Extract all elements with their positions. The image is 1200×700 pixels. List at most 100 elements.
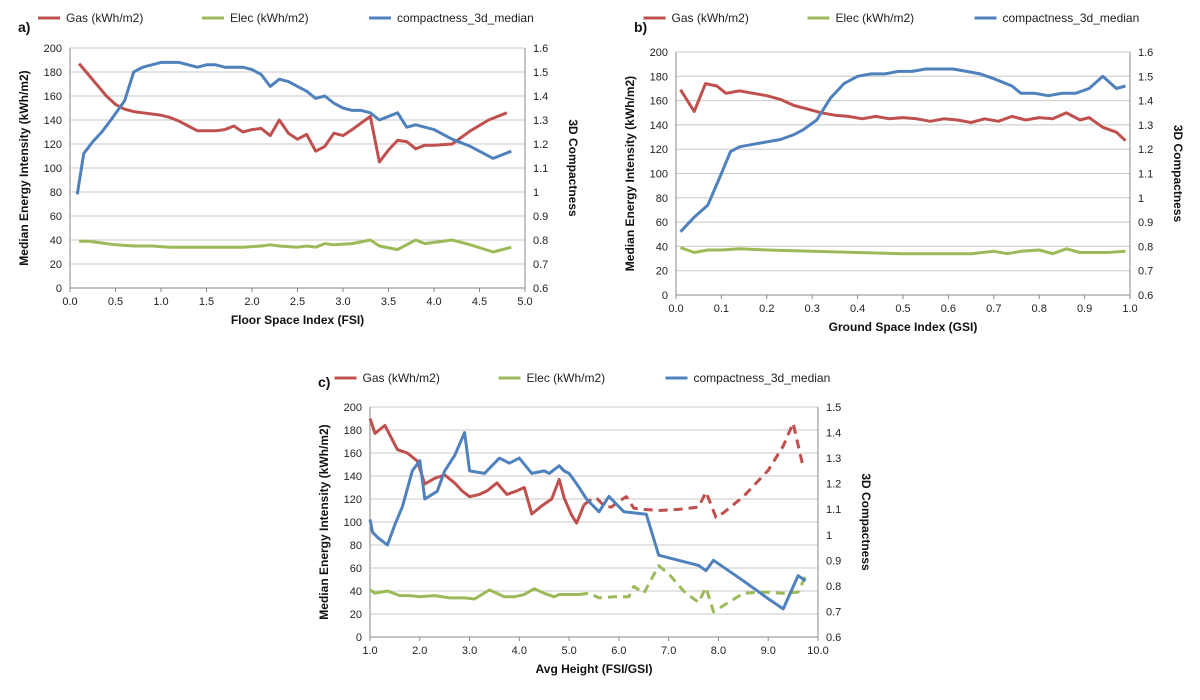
chart-3-x-tick-label: 8.0 — [711, 645, 726, 657]
chart-2-y2-tick-label: 0.6 — [1138, 290, 1153, 302]
chart-1-x-tick-label: 1.0 — [153, 296, 168, 308]
chart-3-x-tick-label: 6.0 — [611, 645, 626, 657]
chart-2-y-tick-label: 0 — [662, 290, 668, 302]
chart-2-y2-tick-label: 1 — [1138, 193, 1144, 205]
chart-2-x-tick-label: 1.0 — [1122, 303, 1137, 315]
chart-2-y-tick-label: 100 — [650, 169, 668, 181]
chart-1-x-tick-label: 2.0 — [244, 296, 259, 308]
chart-1-y-tick-label: 40 — [50, 235, 62, 247]
chart-1-x-tick-label: 5.0 — [517, 296, 532, 308]
chart-1-x-tick-label: 4.5 — [472, 296, 487, 308]
chart-2-y2-axis-title: 3D Compactness — [1171, 125, 1185, 223]
chart-1-x-tick-label: 0.5 — [108, 296, 123, 308]
chart-1-y2-tick-label: 1.3 — [533, 115, 548, 127]
chart-1-y2-tick-label: 1.5 — [533, 67, 548, 79]
chart-2-x-tick-label: 0.5 — [895, 303, 910, 315]
chart-2-x-axis-title: Ground Space Index (GSI) — [829, 320, 978, 334]
chart-1-x-tick-label: 4.0 — [426, 296, 441, 308]
chart-1-series-2-line — [79, 238, 512, 254]
chart-3-legend-entry-3: compactness_3d_median — [694, 371, 831, 385]
chart-2-legend-entry-3: compactness_3d_median — [1003, 11, 1140, 25]
chart-1-y2-tick-label: 0.9 — [533, 211, 548, 223]
chart-2-y-tick-label: 160 — [650, 96, 668, 108]
chart-1-y-tick-label: 140 — [44, 115, 62, 127]
chart-1-y-tick-label: 20 — [50, 259, 62, 271]
chart-2-y2-tick-label: 0.8 — [1138, 241, 1153, 253]
chart-2-series-3-line — [679, 67, 1126, 233]
chart-3-x-tick-label: 5.0 — [561, 645, 576, 657]
chart-3-y-tick-label: 20 — [350, 609, 362, 621]
chart-1-legend-entry-1: Gas (kWh/m2) — [66, 11, 143, 25]
chart-2-x-tick-label: 0.1 — [714, 303, 729, 315]
chart-3-y-tick-label: 200 — [344, 402, 362, 414]
chart-2-y-tick-label: 120 — [650, 144, 668, 156]
chart-2-y2-tick-label: 0.9 — [1138, 217, 1153, 229]
chart-2-series-1-line — [679, 82, 1127, 142]
chart-2-y2-tick-label: 1.3 — [1138, 120, 1153, 132]
chart-2-y2-tick-label: 1.6 — [1138, 47, 1153, 59]
chart-3-y2-tick-label: 1.4 — [826, 428, 841, 440]
chart-1-y2-tick-label: 0.8 — [533, 235, 548, 247]
chart-3-series-2-line — [369, 587, 580, 601]
chart-2-y-tick-label: 80 — [656, 193, 668, 205]
chart-3-y-tick-label: 120 — [344, 494, 362, 506]
chart-3-y2-tick-label: 0.6 — [826, 632, 841, 644]
chart-3-legend-entry-2: Elec (kWh/m2) — [527, 371, 606, 385]
chart-1-series-3-line — [75, 60, 512, 195]
chart-3-y2-tick-label: 1.2 — [826, 479, 841, 491]
chart-2-y2-tick-label: 1.5 — [1138, 71, 1153, 83]
chart-2-panel-label: b) — [634, 19, 647, 35]
chart-1-y-tick-label: 200 — [44, 43, 62, 55]
chart-1-y-axis-title: Median Energy Intensity (kWh/m2) — [17, 70, 31, 265]
chart-3-x-tick-label: 1.0 — [362, 645, 377, 657]
chart-3-y-tick-label: 80 — [350, 540, 362, 552]
chart-3-series-3-line — [368, 431, 807, 611]
chart-2-y-tick-label: 200 — [650, 47, 668, 59]
chart-3-y-tick-label: 0 — [356, 632, 362, 644]
chart-2-y-tick-label: 60 — [656, 217, 668, 229]
chart-2-x-tick-label: 0.7 — [986, 303, 1001, 315]
chart-3-y-tick-label: 140 — [344, 471, 362, 483]
chart-2-legend-entry-2: Elec (kWh/m2) — [836, 11, 915, 25]
chart-1-y-tick-label: 0 — [56, 283, 62, 295]
chart-3-x-axis-title: Avg Height (FSI/GSI) — [536, 662, 653, 676]
chart-2-y2-tick-label: 1.4 — [1138, 96, 1153, 108]
chart-2-y2-tick-label: 1.2 — [1138, 144, 1153, 156]
chart-1-y-tick-label: 100 — [44, 163, 62, 175]
chart-1-x-tick-label: 0.0 — [62, 296, 77, 308]
chart-3-y-tick-label: 100 — [344, 517, 362, 529]
chart-2-x-tick-label: 0.4 — [850, 303, 865, 315]
chart-2-y-tick-label: 140 — [650, 120, 668, 132]
chart-2-y2-tick-label: 1.1 — [1138, 169, 1153, 181]
chart-3-x-tick-label: 3.0 — [462, 645, 477, 657]
chart-3-x-tick-label: 2.0 — [412, 645, 427, 657]
chart-1-legend-entry-2: Elec (kWh/m2) — [230, 11, 309, 25]
chart-2-y2-tick-label: 0.7 — [1138, 266, 1153, 278]
chart-3-series-1-line — [368, 418, 586, 525]
chart-3-y2-tick-label: 0.8 — [826, 581, 841, 593]
chart-3-y-tick-label: 160 — [344, 448, 362, 460]
chart-2-y-tick-label: 180 — [650, 71, 668, 83]
chart-3-x-tick-label: 4.0 — [512, 645, 527, 657]
chart-2-x-tick-label: 0.3 — [805, 303, 820, 315]
chart-3-series-2-line-dashed — [578, 564, 807, 614]
chart-2-series-2-line — [679, 246, 1126, 256]
chart-3-legend-entry-1: Gas (kWh/m2) — [363, 371, 440, 385]
chart-2-x-tick-label: 0.6 — [941, 303, 956, 315]
chart-3-x-tick-label: 10.0 — [807, 645, 828, 657]
chart-1-y-tick-label: 160 — [44, 91, 62, 103]
chart-1-x-tick-label: 3.5 — [381, 296, 396, 308]
chart-1-y2-axis-title: 3D Compactness — [566, 119, 580, 217]
chart-1-panel-label: a) — [18, 19, 30, 35]
chart-2-y-axis-title: Median Energy Intensity (kWh/m2) — [623, 76, 637, 271]
chart-1-y2-tick-label: 1.4 — [533, 91, 548, 103]
chart-1-x-tick-label: 1.5 — [199, 296, 214, 308]
chart-2-y-tick-label: 40 — [656, 241, 668, 253]
chart-2-x-tick-label: 0.0 — [668, 303, 683, 315]
chart-2-x-tick-label: 0.9 — [1077, 303, 1092, 315]
chart-3-y-tick-label: 40 — [350, 586, 362, 598]
chart-1-y-tick-label: 120 — [44, 139, 62, 151]
chart-3-y2-tick-label: 0.9 — [826, 555, 841, 567]
chart-1-y2-tick-label: 1.1 — [533, 163, 548, 175]
chart-3-y2-axis-title: 3D Compactness — [859, 473, 873, 571]
